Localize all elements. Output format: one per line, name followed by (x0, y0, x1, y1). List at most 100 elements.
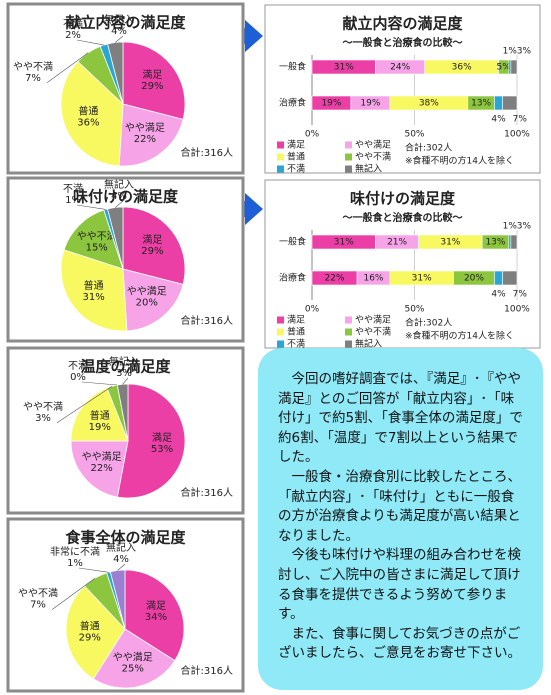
slice-value: 0% (70, 372, 86, 383)
pie-slice (122, 268, 184, 332)
bar-value: 21% (387, 238, 407, 248)
chart-title: 献立内容の満足度 (342, 15, 463, 33)
legend-label: やや不満 (355, 152, 391, 163)
paragraph: 一般食・治療食別に比較したところ、「献立内容」･「味付け」ともに一般食の方が治療… (278, 468, 521, 544)
slice-label: 満足 (142, 234, 162, 246)
slice-label: やや不満 (13, 61, 53, 73)
bar-segment (494, 95, 503, 111)
slice-value: 2% (65, 30, 81, 41)
bar-value: 31% (412, 274, 432, 284)
slice-value: 4% (111, 26, 127, 37)
bar-value: 38% (419, 99, 439, 109)
paragraph: 今回の嗜好調査では、『満足』･『やや満足』とのご回答が「献立内容」･「味付け」で… (278, 371, 523, 466)
bar-value: 13% (471, 99, 491, 109)
slice-label: やや不満 (23, 401, 63, 413)
slice-value: 19% (89, 422, 111, 433)
legend-swatch (345, 165, 352, 173)
pie-slice (116, 383, 129, 442)
note: 合計:302人 (405, 317, 452, 329)
legend-swatch (345, 340, 352, 348)
legend-swatch (277, 153, 284, 161)
chart-title: 温度の満足度 (80, 358, 171, 376)
legend-swatch (345, 141, 352, 149)
bar-value: 3% (517, 222, 532, 232)
slice-value: 22% (134, 134, 156, 145)
pie-slice (118, 103, 184, 167)
pie-slice (70, 440, 129, 498)
bar-segment (494, 270, 503, 286)
slice-value: 15% (86, 243, 108, 254)
slice-label: 無記入 (109, 355, 139, 368)
bar-value: 4% (491, 115, 506, 125)
slice-label: 満足 (152, 432, 172, 444)
panel (264, 4, 541, 174)
bar-value: 31% (334, 63, 354, 73)
slice-value: 1% (65, 195, 81, 206)
paragraph: 今後も味付けや料理の組み合わせを検討し、ご入院中の皆さまに満足して頂ける食事を提… (278, 547, 521, 623)
legend-label: 不満 (287, 339, 305, 350)
slice-label: 普通 (78, 105, 98, 118)
slice-label: やや満足 (127, 286, 167, 298)
bar-segment (510, 234, 518, 250)
slice-label: 満足 (142, 69, 162, 81)
y-tick-label: 治療食 (279, 272, 306, 284)
bar-value: 22% (325, 274, 345, 284)
slice-value: 25% (122, 664, 144, 675)
bar-value: 31% (334, 238, 354, 248)
note: ※食種不明の方14人を除く (405, 330, 514, 342)
y-tick-label: 一般食 (279, 236, 306, 248)
leader-line (46, 52, 89, 84)
panel (264, 179, 541, 349)
legend-swatch (277, 340, 284, 348)
legend-label: 無記入 (355, 163, 382, 175)
total-label: 合計:316人 (181, 146, 233, 159)
slice-value: 3% (35, 413, 51, 424)
legend-label: 無記入 (355, 338, 382, 350)
legend-label: 不満 (287, 164, 305, 175)
slice-label: 不満 (63, 18, 83, 30)
legend-swatch (345, 153, 352, 161)
x-tick-label: 50% (404, 305, 424, 315)
legend-swatch (277, 328, 284, 336)
leader-line (76, 204, 106, 210)
leader-line (76, 39, 104, 46)
leader-line (122, 377, 129, 385)
legend-swatch (345, 316, 352, 324)
bar-value: 19% (360, 99, 380, 109)
legend-label: やや満足 (355, 140, 391, 151)
leader-line (115, 200, 124, 208)
chart-title: 献立内容の満足度 (65, 14, 186, 32)
legend-label: 普通 (287, 151, 305, 163)
slice-value: 29% (141, 246, 163, 257)
bar-value: 7% (513, 290, 528, 300)
bar-value: 31% (440, 238, 460, 248)
leader-line (117, 563, 126, 571)
slice-value: 29% (79, 632, 101, 643)
x-tick-label: 100% (504, 305, 530, 315)
legend-swatch (345, 328, 352, 336)
slice-label: 非常に不満 (50, 545, 100, 558)
slice-value: 31% (82, 292, 104, 303)
bar-value: 20% (464, 274, 484, 284)
pie-slice (107, 41, 124, 105)
legend-label: 満足 (287, 315, 305, 326)
legend-label: 満足 (287, 140, 305, 151)
slice-label: やや満足 (113, 652, 153, 664)
chart-subtitle: ～一般食と治療食の比較～ (343, 36, 463, 49)
slice-label: やや不満 (77, 231, 117, 243)
slice-value: 4% (113, 554, 129, 565)
slice-label: 不満 (68, 360, 88, 372)
leader-line (78, 567, 109, 573)
legend-label: やや不満 (355, 327, 391, 338)
bar-value: 7% (513, 115, 528, 125)
slice-label: 満足 (146, 600, 166, 612)
bar-segment (508, 59, 512, 75)
pie-slice (107, 206, 124, 270)
slice-label: 普通 (84, 279, 104, 292)
slice-value: 36% (77, 118, 99, 129)
slice-value: 20% (136, 298, 158, 309)
slice-label: やや満足 (125, 122, 165, 134)
note: ※食種不明の方14人を除く (405, 155, 514, 167)
pie-slice (60, 60, 124, 167)
